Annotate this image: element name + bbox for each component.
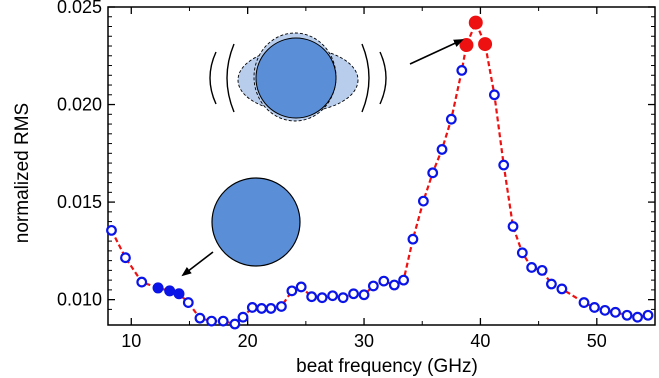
data-point-open (106, 224, 117, 236)
data-point-open (120, 252, 131, 264)
wave-arc-right-outer (379, 51, 387, 105)
wave-arc-left-inner (226, 43, 235, 113)
x-tick-label: 40 (470, 331, 490, 351)
data-point-open (498, 159, 510, 171)
data-point-open (265, 303, 277, 314)
data-point-open (436, 144, 448, 155)
y-tick-label: 0.020 (57, 95, 102, 115)
data-point-open (536, 264, 548, 276)
data-point-open (599, 304, 611, 316)
data-point-open (589, 302, 600, 313)
data-point-open (507, 221, 519, 232)
data-point-open (229, 318, 241, 330)
plot-axes: 10 20 30 40 50 0.010 0.015 0.020 0.025 (57, 0, 656, 351)
data-point-open (378, 275, 390, 287)
wave-arc-left-outer (209, 51, 217, 105)
data-point-open (488, 89, 500, 101)
data-point-open (327, 290, 339, 302)
fit-curve-line (110, 19, 649, 326)
data-point-open (398, 274, 410, 286)
static-drop-circle (211, 177, 301, 267)
data-point-open (194, 312, 206, 324)
y-tick-label: 0.015 (57, 192, 102, 212)
data-point-open (136, 276, 148, 288)
circle-drop-illustration (181, 177, 301, 277)
data-point-open (456, 65, 468, 76)
oscillating-drop-illustration (209, 32, 464, 122)
data-point-open (276, 301, 287, 312)
data-point-open (642, 309, 654, 321)
data-point-open (256, 303, 268, 314)
x-tick-label: 20 (238, 331, 258, 351)
y-axis-label: normalized RMS (12, 103, 33, 243)
data-point-open (358, 289, 370, 301)
data-point-filled-blue (152, 282, 164, 294)
wave-arc-right-inner (361, 43, 370, 113)
data-points-layer (106, 15, 654, 330)
data-point-open (348, 288, 359, 300)
data-point-open (610, 306, 621, 318)
data-point-open (306, 291, 318, 303)
data-point-open (246, 302, 258, 313)
data-point-open (206, 315, 217, 327)
data-point-open (217, 315, 229, 327)
arrow-to-red-points (409, 39, 464, 65)
data-point-open (237, 311, 249, 323)
data-point-open (445, 113, 457, 125)
data-point-filled-red (468, 15, 483, 30)
fit-curve-layer (110, 19, 649, 326)
x-tick-label: 30 (354, 331, 374, 351)
data-point-open (526, 262, 538, 273)
center-drop-circle (255, 37, 337, 119)
arrow-to-blue-points (181, 251, 214, 277)
data-point-open (427, 167, 439, 179)
x-axis-label: beat frequency (GHz) (296, 356, 478, 377)
data-point-open (516, 247, 528, 259)
data-point-open (578, 297, 590, 308)
data-point-open (337, 292, 349, 304)
data-point-open (407, 233, 419, 245)
y-tick-label: 0.025 (57, 0, 102, 17)
data-point-open (286, 285, 298, 297)
data-point-open (388, 279, 400, 291)
data-point-open (417, 195, 429, 207)
x-tick-label: 50 (587, 331, 607, 351)
data-point-open (621, 309, 633, 321)
x-tick-label: 10 (121, 331, 141, 351)
data-point-filled-blue (164, 285, 176, 297)
data-point-open (295, 281, 307, 293)
y-tick-label: 0.010 (57, 290, 102, 310)
data-point-filled-blue (173, 288, 185, 300)
data-point-open (367, 280, 379, 292)
data-point-filled-red (478, 37, 493, 52)
data-point-open (556, 283, 568, 295)
data-point-open (182, 297, 194, 308)
data-point-open (632, 311, 643, 323)
plot-frame (107, 6, 656, 326)
data-point-open (316, 292, 328, 304)
data-point-open (546, 278, 557, 290)
